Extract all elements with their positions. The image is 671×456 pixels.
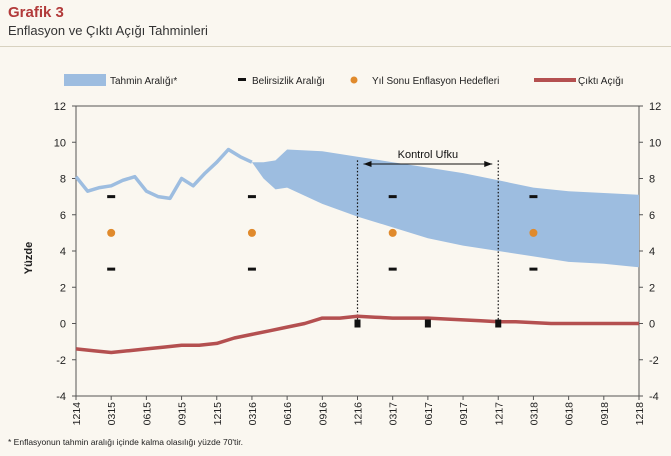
y-tick-label-left-8: 12 [54,101,66,113]
zero-marker-0 [354,319,361,328]
uncertainty-upper-0 [107,195,116,199]
y-tick-label-left-4: 4 [60,246,66,258]
x-tick-label-16: 1218 [634,402,646,426]
forecast-band [251,149,639,268]
header-divider [0,46,671,47]
x-tick-label-7: 0916 [317,402,329,426]
zero-marker-2 [495,319,502,328]
uncertainty-lower-3 [529,267,538,271]
x-tick-label-14: 0618 [564,402,576,426]
chart-subtitle: Enflasyon ve Çıktı Açığı Tahminleri [8,23,208,38]
y-tick-label-right-0: -4 [649,391,659,403]
uncertainty-lower-0 [107,267,116,271]
x-tick-label-4: 1215 [212,402,224,426]
x-tick-label-8: 1216 [353,402,365,426]
x-tick-label-15: 0918 [599,402,611,426]
y-axis-label: Yüzde [23,242,35,274]
y-tick-label-left-5: 6 [60,210,66,222]
legend-label-band: Tahmin Aralığı* [110,76,177,87]
output-gap-line [75,314,639,355]
footnote: * Enflasyonun tahmin aralığı içinde kalm… [8,437,244,447]
x-tick-label-5: 0316 [247,402,259,426]
y-tick-label-right-8: 12 [649,101,661,113]
x-tick-label-10: 0617 [423,402,435,426]
y-tick-label-left-3: 2 [60,282,66,294]
chart-header: Grafik 3 Enflasyon ve Çıktı Açığı Tahmin… [8,4,208,39]
y-tick-label-left-0: -4 [56,391,66,403]
legend: Tahmin Aralığı* Belirsizlik Aralığı Yıl … [64,74,624,87]
control-horizon-label: Kontrol Ufku [398,149,459,161]
uncertainty-upper-1 [247,195,256,199]
x-tick-label-12: 1217 [493,402,505,426]
y-tick-label-right-4: 4 [649,246,655,258]
uncertainty-upper-3 [529,195,538,199]
legend-label-uncertainty: Belirsizlik Aralığı [252,76,325,87]
y-tick-label-left-2: 0 [60,319,66,331]
inflation-history-line [74,147,253,201]
chart-title: Grafik 3 [8,4,64,21]
y-tick-label-right-3: 2 [649,282,655,294]
target-point-3 [529,228,538,237]
y-tick-label-right-5: 6 [649,210,655,222]
y-tick-label-right-2: 0 [649,319,655,331]
y-tick-label-right-6: 8 [649,174,655,186]
chart-area: Tahmin Aralığı* Belirsizlik Aralığı Yıl … [23,74,662,425]
x-tick-label-11: 0917 [458,402,470,426]
target-point-2 [388,228,397,237]
uncertainty-upper-2 [388,195,397,199]
plot-area: -4 -4 -2 -2 0 0 2 2 4 4 6 6 8 8 10 10 12 12 Kontrol Ufku 12… [54,101,662,425]
uncertainty-lower-1 [247,267,256,271]
y-tick-label-left-7: 10 [54,137,66,149]
x-tick-label-9: 0317 [388,402,400,426]
y-tick-label-right-1: -2 [649,355,659,367]
legend-swatch-target [350,76,358,84]
control-horizon-arrowhead-right [484,161,493,167]
x-tick-label-0: 1214 [71,402,83,426]
legend-label-output-gap: Çıktı Açığı [578,76,624,87]
x-tick-label-6: 0616 [282,402,294,426]
y-tick-label-left-6: 8 [60,174,66,186]
legend-swatch-uncertainty [238,78,246,81]
x-tick-label-2: 0615 [141,402,153,426]
legend-label-target: Yıl Sonu Enflasyon Hedefleri [372,76,499,87]
target-point-1 [247,228,256,237]
uncertainty-lower-2 [388,267,397,271]
zero-marker-1 [424,319,431,328]
target-point-0 [107,228,116,237]
y-tick-label-left-1: -2 [56,355,66,367]
y-tick-label-right-7: 10 [649,137,661,149]
x-tick-label-3: 0915 [177,402,189,426]
legend-swatch-band [64,74,106,86]
x-tick-label-1: 0315 [106,402,118,426]
control-horizon-arrowhead-left [363,161,372,167]
x-tick-label-13: 0318 [528,402,540,426]
